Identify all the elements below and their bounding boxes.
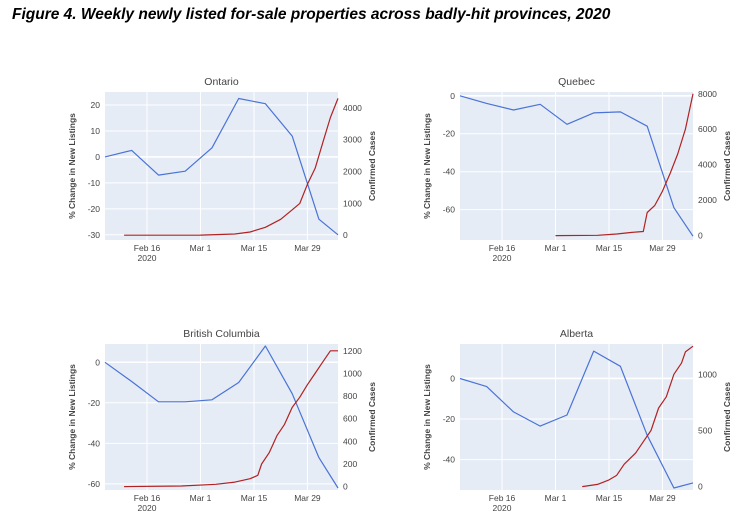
y-tick-label: -60 xyxy=(88,479,101,489)
y2-tick-label: 500 xyxy=(698,425,712,435)
y2-tick-label: 4000 xyxy=(698,160,717,170)
cases-series-line xyxy=(582,345,694,488)
y-tick-label: 20 xyxy=(91,100,101,110)
y-axis-title: % Change in New Listings xyxy=(67,364,77,470)
x-tick-label: Mar 15 xyxy=(596,493,623,503)
chart-title: British Columbia xyxy=(183,328,260,340)
y2-tick-label: 400 xyxy=(343,436,357,446)
x-tick-sublabel: 2020 xyxy=(138,253,157,263)
y-tick-label: -60 xyxy=(443,205,456,215)
y2-tick-label: 0 xyxy=(698,231,703,241)
x-tick-label: Mar 29 xyxy=(649,243,676,253)
x-tick-label: Mar 15 xyxy=(241,243,268,253)
cases-series-line xyxy=(124,98,339,236)
x-tick-label: Mar 15 xyxy=(596,243,623,253)
listings-series-line xyxy=(459,95,694,237)
y2-axis-title: Confirmed Cases xyxy=(367,382,377,452)
x-tick-label: Mar 29 xyxy=(294,243,321,253)
figure-title: Figure 4. Weekly newly listed for-sale p… xyxy=(12,6,611,23)
y2-tick-label: 3000 xyxy=(343,135,362,145)
x-tick-sublabel: 2020 xyxy=(138,503,157,513)
y2-tick-label: 0 xyxy=(343,230,348,240)
cases-series-line xyxy=(555,93,694,237)
y-tick-label: -20 xyxy=(443,129,456,139)
listings-series-line xyxy=(104,97,339,236)
y-tick-label: -40 xyxy=(443,167,456,177)
chart-title: Quebec xyxy=(558,76,595,88)
y2-tick-label: 0 xyxy=(343,482,348,492)
y2-axis-title: Confirmed Cases xyxy=(722,382,732,452)
y2-tick-label: 4000 xyxy=(343,103,362,113)
x-tick-sublabel: 2020 xyxy=(493,503,512,513)
y-tick-label: 0 xyxy=(95,152,100,162)
y-tick-label: -20 xyxy=(443,414,456,424)
chart-title: Ontario xyxy=(204,76,239,88)
x-tick-label: Feb 16 xyxy=(489,243,516,253)
y2-tick-label: 6000 xyxy=(698,124,717,134)
y-tick-label: -20 xyxy=(88,204,101,214)
y2-tick-label: 600 xyxy=(343,414,357,424)
plot-area xyxy=(460,92,693,240)
y2-tick-label: 0 xyxy=(698,482,703,492)
y-tick-label: -40 xyxy=(88,438,101,448)
x-tick-label: Feb 16 xyxy=(134,243,161,253)
plot-area xyxy=(105,92,338,240)
y2-tick-label: 1200 xyxy=(343,346,362,356)
x-tick-label: Mar 29 xyxy=(294,493,321,503)
x-tick-sublabel: 2020 xyxy=(493,253,512,263)
y2-axis-title: Confirmed Cases xyxy=(722,131,732,201)
y-axis-title: % Change in New Listings xyxy=(422,113,432,219)
y2-tick-label: 1000 xyxy=(343,198,362,208)
y2-tick-label: 800 xyxy=(343,391,357,401)
plot-area xyxy=(105,344,338,490)
x-tick-label: Mar 15 xyxy=(241,493,268,503)
y-tick-label: -30 xyxy=(88,230,101,240)
chart-title: Alberta xyxy=(560,328,593,340)
y-axis-title: % Change in New Listings xyxy=(67,113,77,219)
y2-tick-label: 8000 xyxy=(698,89,717,99)
y-tick-label: 0 xyxy=(450,91,455,101)
plot-area xyxy=(460,344,693,490)
y2-tick-label: 2000 xyxy=(343,167,362,177)
y2-tick-label: 2000 xyxy=(698,195,717,205)
y2-axis-title: Confirmed Cases xyxy=(367,131,377,201)
x-tick-label: Feb 16 xyxy=(134,493,161,503)
x-tick-label: Mar 1 xyxy=(190,243,212,253)
x-tick-label: Feb 16 xyxy=(489,493,516,503)
y-tick-label: -40 xyxy=(443,455,456,465)
y2-tick-label: 1000 xyxy=(698,369,717,379)
x-tick-label: Mar 1 xyxy=(190,493,212,503)
y2-tick-label: 200 xyxy=(343,459,357,469)
listings-series-line xyxy=(459,350,694,489)
y-tick-label: 0 xyxy=(95,357,100,367)
y-tick-label: -10 xyxy=(88,178,101,188)
y-axis-title: % Change in New Listings xyxy=(422,364,432,470)
y-tick-label: 10 xyxy=(91,126,101,136)
cases-series-line xyxy=(124,350,338,488)
y-tick-label: -20 xyxy=(88,398,101,408)
y-tick-label: 0 xyxy=(450,373,455,383)
y2-tick-label: 1000 xyxy=(343,368,362,378)
listings-series-line xyxy=(104,345,339,489)
x-tick-label: Mar 29 xyxy=(649,493,676,503)
x-tick-label: Mar 1 xyxy=(545,493,567,503)
x-tick-label: Mar 1 xyxy=(545,243,567,253)
